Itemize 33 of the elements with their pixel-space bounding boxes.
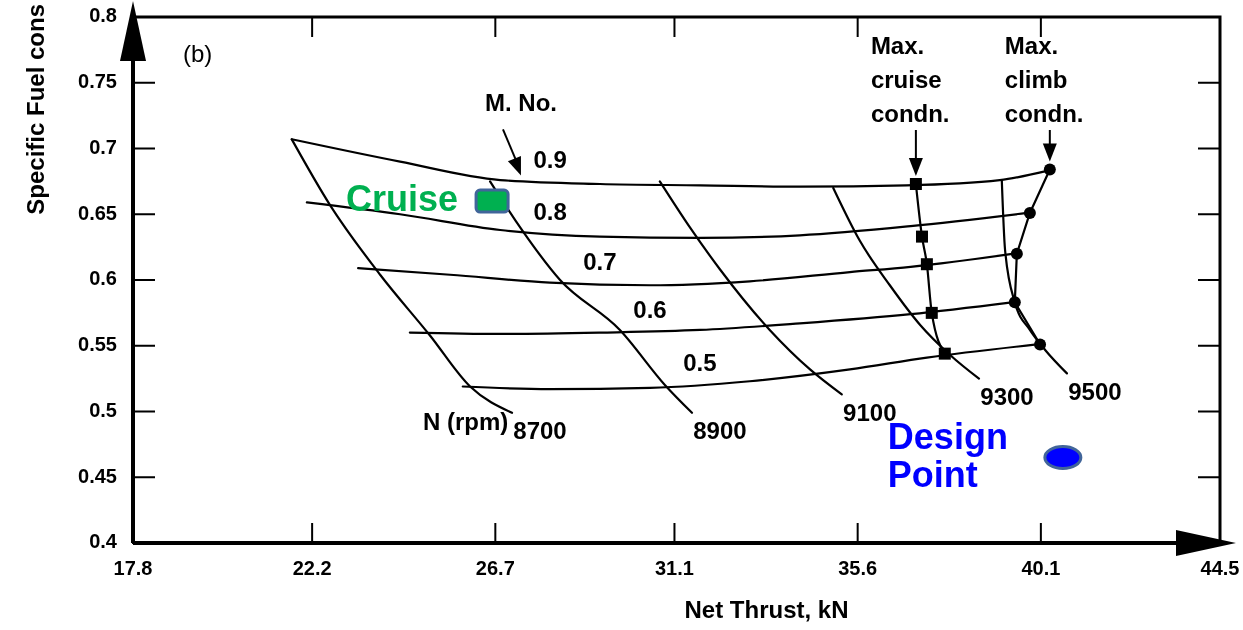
series-label: 0.7: [583, 248, 617, 276]
x-tick-label: 40.1: [1021, 557, 1061, 579]
legend-label: 0.9: [533, 146, 567, 174]
series-label: 8900: [693, 417, 747, 445]
series-label: 0.5: [683, 348, 717, 376]
y-tick-label: 0.65: [78, 201, 117, 224]
series-label: 9300: [980, 382, 1034, 410]
series-label: 0.6: [633, 295, 667, 323]
y-tick-label: 0.6: [89, 267, 117, 290]
y-axis-title: Specific Fuel cons: [22, 4, 49, 215]
series-label: 0.8: [533, 197, 567, 225]
y-tick-label: 0.75: [78, 70, 117, 93]
y-tick-label: 0.8: [89, 4, 117, 27]
x-axis-title: Net Thrust, kN: [684, 596, 849, 623]
annotation: N (rpm): [423, 408, 509, 435]
y-tick-label: 0.4: [89, 530, 118, 553]
x-tick-label: 22.2: [292, 557, 332, 579]
x-tick-label: 31.1: [655, 557, 694, 579]
y-tick-label: 0.55: [78, 333, 117, 356]
series-label: Cruise: [346, 177, 459, 219]
series-label: 8700: [513, 417, 567, 445]
annotation: (b): [183, 40, 213, 67]
x-tick-label: 17.8: [113, 557, 153, 579]
x-tick-label: 44.5: [1200, 557, 1240, 579]
y-tick-label: 0.7: [89, 135, 117, 158]
annotation: Max. cruise condn.: [870, 32, 950, 127]
annotation: Max. climb condn.: [1004, 32, 1084, 127]
series-label: 9500: [1068, 377, 1122, 405]
annotation: M. No.: [484, 89, 557, 117]
y-tick-label: 0.45: [78, 464, 117, 487]
x-tick-label: 35.6: [838, 557, 878, 579]
x-tick-label: 26.7: [475, 557, 515, 579]
y-tick-label: 0.5: [89, 398, 117, 421]
